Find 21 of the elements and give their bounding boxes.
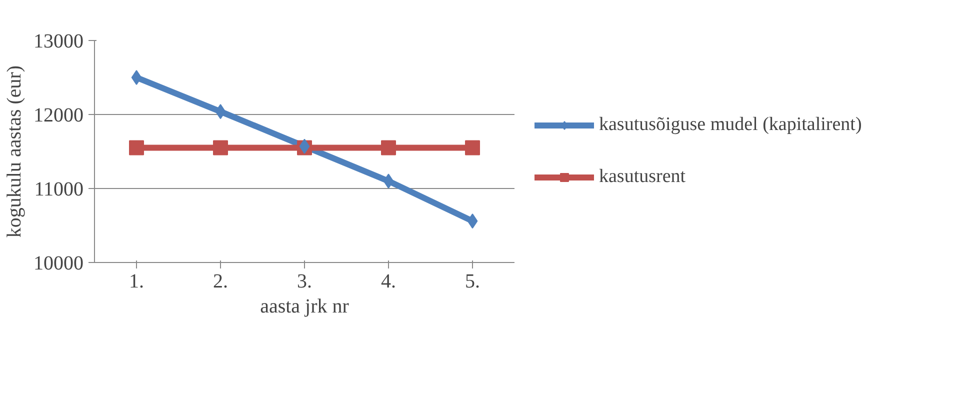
point: [213, 140, 228, 156]
point: [215, 104, 226, 120]
point: [129, 140, 144, 156]
y-tick-label: 13000: [34, 30, 84, 52]
x-tick-label: 4.: [381, 270, 396, 292]
legend-label: kasutusrent: [599, 166, 686, 188]
x-tick-label: 2.: [213, 270, 228, 292]
y-tick-label: 10000: [34, 252, 84, 274]
y-tick-label: 12000: [34, 104, 84, 126]
x-tick-label: 5.: [465, 270, 480, 292]
x-tick-label: 1.: [129, 270, 144, 292]
point: [131, 70, 142, 85]
legend-label: kasutusõiguse mudel (kapitalirent): [599, 114, 862, 136]
point: [381, 140, 396, 156]
point: [467, 214, 478, 229]
y-axis-title: kogukulu aastas (eur): [4, 65, 26, 238]
x-axis-title: aasta jrk nr: [260, 296, 350, 318]
point: [383, 174, 394, 189]
x-tick-label: 3.: [297, 270, 312, 292]
y-tick-label: 11000: [34, 178, 84, 200]
point: [465, 140, 480, 156]
